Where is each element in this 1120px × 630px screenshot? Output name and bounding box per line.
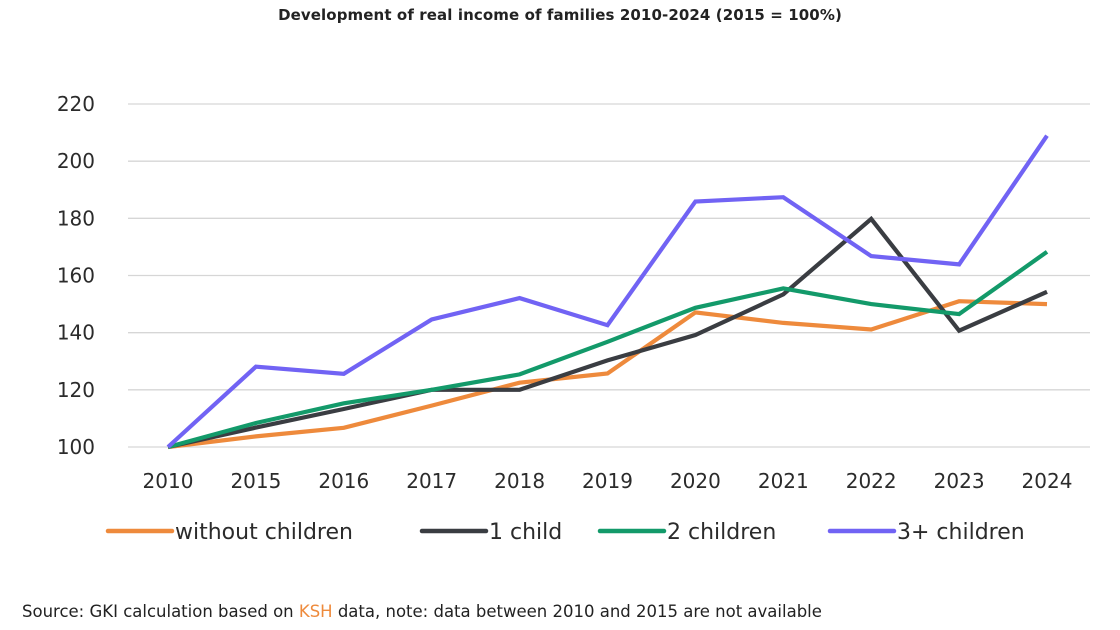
- legend-label-0: without children: [175, 520, 353, 545]
- x-tick-label-2023: 2023: [934, 469, 985, 493]
- source-note: Source: GKI calculation based on KSH dat…: [22, 602, 822, 621]
- x-tick-label-2015: 2015: [230, 469, 281, 493]
- x-tick-label-2016: 2016: [318, 469, 369, 493]
- x-tick-label-2017: 2017: [406, 469, 457, 493]
- x-axis-ticks: 2010 2015 2016 2017 2018 2019 2020 2021 2022 2023…: [143, 469, 1073, 493]
- legend-label-2: 2 children: [667, 520, 776, 545]
- series-lines: [166, 134, 1049, 450]
- x-tick-label-2020: 2020: [670, 469, 721, 493]
- y-tick-label-100: 100: [57, 435, 95, 459]
- source-prefix: Source: GKI calculation based on: [22, 602, 299, 621]
- y-tick-label-200: 200: [57, 149, 95, 173]
- y-tick-label-180: 180: [57, 206, 95, 230]
- x-tick-label-2021: 2021: [758, 469, 809, 493]
- x-tick-label-2019: 2019: [582, 469, 633, 493]
- y-tick-label-140: 140: [57, 321, 95, 345]
- source-link-ksh[interactable]: KSH: [298, 602, 333, 621]
- legend-label-3: 3+ children: [897, 520, 1025, 545]
- source-suffix: data, note: data between 2010 and 2015 a…: [332, 602, 822, 621]
- x-tick-label-2022: 2022: [846, 469, 897, 493]
- chart-title: Development of real income of families 2…: [278, 6, 842, 24]
- series-line-2: [167, 250, 1049, 450]
- y-axis-ticks: 100 120 140 160 180 200 220: [57, 92, 95, 459]
- series-line-3: [166, 134, 1049, 449]
- legend-label-1: 1 child: [489, 520, 562, 545]
- y-tick-label-120: 120: [57, 378, 95, 402]
- x-tick-label-2010: 2010: [143, 469, 194, 493]
- y-tick-label-220: 220: [57, 92, 95, 116]
- y-tick-label-160: 160: [57, 264, 95, 288]
- legend: without children 1 child 2 children 3+ chil…: [105, 520, 1025, 545]
- series-line-1: [167, 215, 1048, 450]
- x-tick-label-2024: 2024: [1022, 469, 1073, 493]
- series-line-0: [167, 299, 1048, 450]
- x-tick-label-2018: 2018: [494, 469, 545, 493]
- gridlines: [128, 103, 1090, 448]
